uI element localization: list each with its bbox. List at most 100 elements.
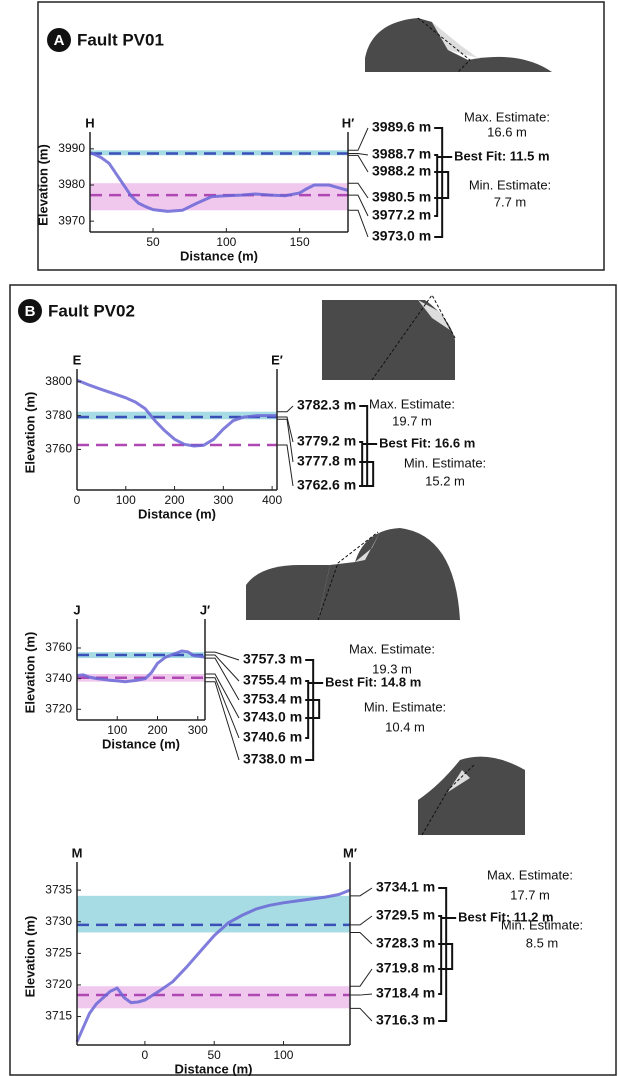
level-connector: [348, 155, 368, 172]
y-tick-label: 3725: [45, 946, 72, 960]
min-estimate-value: 15.2 m: [425, 473, 465, 488]
level-connector: [350, 916, 372, 925]
level-label: 3734.1 m: [376, 879, 435, 895]
level-label: 3779.2 m: [297, 433, 356, 449]
min-estimate-value: 8.5 m: [526, 935, 559, 950]
y-tick-label: 3720: [45, 701, 72, 715]
level-connector: [277, 445, 293, 486]
x-tick-label: 100: [216, 235, 236, 249]
x-tick-label: 50: [208, 1048, 222, 1062]
level-connector: [277, 417, 293, 442]
level-label: 3740.6 m: [243, 729, 302, 745]
y-tick-label: 3990: [58, 141, 85, 155]
section-label: E: [73, 352, 82, 367]
y-tick-label: 3720: [45, 977, 72, 991]
y-tick-label: 3730: [45, 914, 72, 928]
x-axis-label: Distance (m): [138, 506, 216, 521]
level-label: 3738.0 m: [243, 751, 302, 767]
y-axis-label: Elevation (m): [35, 144, 50, 226]
min-estimate: Min. Estimate:: [404, 455, 486, 470]
level-connector: [277, 419, 293, 462]
x-tick-label: 200: [147, 723, 167, 737]
min-estimate-value: 10.4 m: [385, 719, 425, 734]
max-estimate: Max. Estimate:: [369, 396, 455, 411]
level-connector: [348, 154, 368, 155]
bracket: [359, 442, 362, 486]
max-estimate: Max. Estimate:: [464, 109, 550, 124]
level-label: 3757.3 m: [243, 651, 302, 667]
best-fit: Best Fit: 14.8 m: [325, 674, 421, 689]
level-connector: [350, 1008, 372, 1021]
level-connector: [348, 128, 368, 150]
fault-cartoon: [418, 757, 525, 835]
panel-letter: B: [25, 303, 36, 320]
max-estimate: Max. Estimate:: [349, 641, 435, 656]
section-label: H′: [342, 115, 355, 130]
y-tick-label: 3760: [45, 442, 72, 456]
level-label: 3989.6 m: [372, 119, 431, 135]
x-tick-label: 100: [273, 1048, 293, 1062]
level-connector: [277, 406, 293, 412]
section-label: J: [73, 602, 80, 617]
fault-cartoon: [246, 528, 460, 620]
level-label: 3762.6 m: [297, 477, 356, 493]
x-tick-label: 200: [165, 493, 185, 507]
uncertainty-band: [77, 896, 350, 933]
bracket: [434, 155, 437, 216]
section-label: J′: [200, 602, 210, 617]
x-axis-label: Distance (m): [180, 248, 258, 263]
level-connector: [205, 655, 239, 681]
section-label: H: [85, 115, 94, 130]
x-tick-label: 150: [290, 235, 310, 249]
y-axis-label: Elevation (m): [22, 392, 37, 474]
y-tick-label: 3735: [45, 882, 72, 896]
bracket: [305, 681, 308, 738]
panel-letter: A: [54, 32, 65, 49]
x-tick-label: 300: [188, 723, 208, 737]
level-connector: [350, 994, 372, 995]
max-estimate-value: 16.6 m: [487, 124, 527, 139]
level-connector: [205, 682, 239, 760]
x-axis-label: Distance (m): [102, 736, 180, 751]
x-tick-label: 50: [146, 235, 160, 249]
section-label: E′: [271, 352, 283, 367]
x-axis-label: Distance (m): [174, 1061, 252, 1076]
x-tick-label: 400: [262, 493, 282, 507]
level-label: 3755.4 m: [243, 672, 302, 688]
y-axis-label: Elevation (m): [22, 916, 37, 998]
level-connector: [205, 658, 239, 700]
section-label: M: [72, 845, 83, 860]
panel-title: Fault PV02: [48, 301, 135, 320]
min-estimate: Min. Estimate:: [469, 177, 551, 192]
x-tick-label: 100: [116, 493, 136, 507]
panel-title: Fault PV01: [77, 30, 164, 49]
y-axis-label: Elevation (m): [22, 632, 37, 714]
y-tick-label: 3760: [45, 640, 72, 654]
level-label: 3980.5 m: [372, 189, 431, 205]
x-tick-label: 300: [213, 493, 233, 507]
level-label: 3988.7 m: [372, 146, 431, 162]
level-connector: [350, 932, 372, 944]
fault-cartoon: [365, 18, 552, 72]
x-tick-label: 0: [74, 493, 81, 507]
level-label: 3729.5 m: [376, 907, 435, 923]
section-label: M′: [343, 845, 357, 860]
level-label: 3718.4 m: [376, 985, 435, 1001]
level-label: 3753.4 m: [243, 691, 302, 707]
x-tick-label: 0: [142, 1048, 149, 1062]
min-estimate: Min. Estimate:: [501, 917, 583, 932]
level-label: 3716.3 m: [376, 1012, 435, 1028]
max-estimate-value: 19.7 m: [392, 413, 432, 428]
level-label: 3777.8 m: [297, 453, 356, 469]
level-connector: [350, 888, 372, 896]
fault-cartoon: [322, 295, 455, 380]
bracket: [438, 916, 441, 994]
level-label: 3973.0 m: [372, 228, 431, 244]
min-estimate: Min. Estimate:: [364, 699, 446, 714]
level-label: 3977.2 m: [372, 207, 431, 223]
y-tick-label: 3970: [58, 213, 85, 227]
level-connector: [205, 652, 239, 660]
